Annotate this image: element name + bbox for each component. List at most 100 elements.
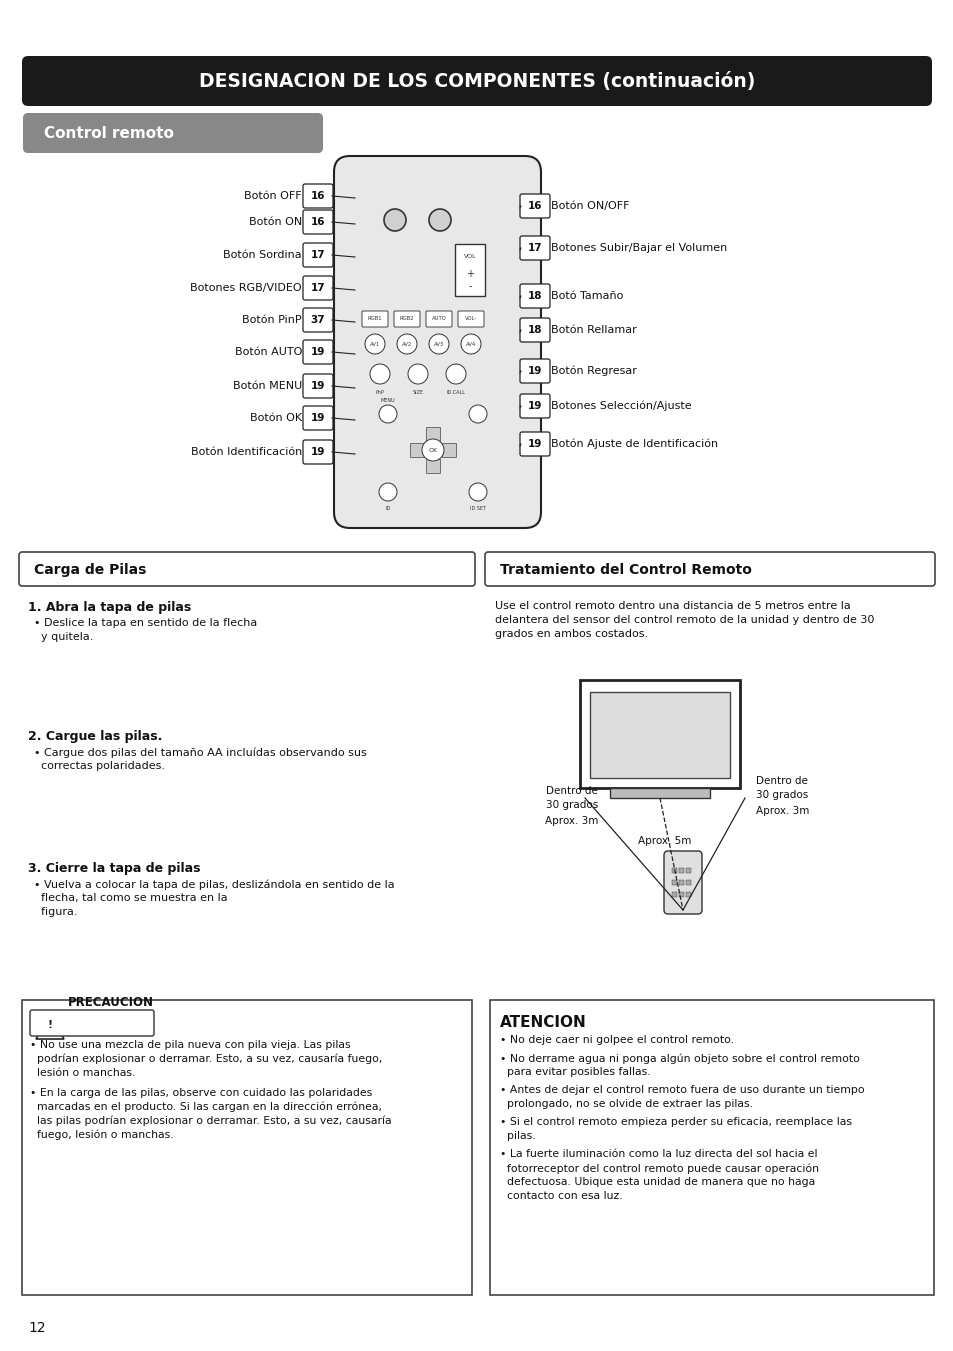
Text: las pilas podrían explosionar o derramar. Esto, a su vez, causaría: las pilas podrían explosionar o derramar… bbox=[30, 1116, 392, 1127]
FancyBboxPatch shape bbox=[303, 209, 333, 234]
Text: AUTO: AUTO bbox=[431, 316, 446, 322]
Circle shape bbox=[365, 334, 385, 354]
FancyBboxPatch shape bbox=[22, 55, 931, 105]
Text: 19: 19 bbox=[527, 401, 541, 411]
Bar bbox=[671, 867, 677, 873]
Text: Botón OFF: Botón OFF bbox=[244, 190, 302, 201]
Bar bbox=[410, 443, 423, 457]
Text: • Vuelva a colocar la tapa de pilas, deslizándola en sentido de la: • Vuelva a colocar la tapa de pilas, des… bbox=[34, 880, 395, 889]
Text: 17: 17 bbox=[311, 282, 325, 293]
Text: 19: 19 bbox=[527, 439, 541, 449]
FancyBboxPatch shape bbox=[484, 553, 934, 586]
Text: Botón Rellamar: Botón Rellamar bbox=[551, 326, 636, 335]
FancyBboxPatch shape bbox=[303, 440, 333, 463]
Text: DESIGNACION DE LOS COMPONENTES (continuación): DESIGNACION DE LOS COMPONENTES (continua… bbox=[198, 72, 755, 91]
Text: 30 grados: 30 grados bbox=[545, 800, 598, 811]
Text: Use el control remoto dentro una distancia de 5 metros entre la: Use el control remoto dentro una distanc… bbox=[495, 601, 850, 611]
FancyBboxPatch shape bbox=[303, 374, 333, 399]
Text: Carga de Pilas: Carga de Pilas bbox=[34, 563, 146, 577]
Text: Dentro de: Dentro de bbox=[755, 775, 807, 786]
Circle shape bbox=[378, 405, 396, 423]
Text: delantera del sensor del control remoto de la unidad y dentro de 30: delantera del sensor del control remoto … bbox=[495, 615, 874, 626]
Text: • La fuerte iluminación como la luz directa del sol hacia el: • La fuerte iluminación como la luz dire… bbox=[499, 1148, 817, 1159]
Circle shape bbox=[421, 439, 443, 461]
Text: 19: 19 bbox=[311, 381, 325, 390]
FancyBboxPatch shape bbox=[334, 155, 540, 528]
Text: flecha, tal como se muestra en la: flecha, tal como se muestra en la bbox=[34, 893, 228, 902]
Bar bbox=[441, 443, 456, 457]
Text: OK: OK bbox=[428, 447, 437, 453]
Text: 12: 12 bbox=[28, 1321, 46, 1335]
FancyBboxPatch shape bbox=[519, 195, 550, 218]
Text: Botón ON/OFF: Botón ON/OFF bbox=[551, 201, 629, 211]
Text: 3. Cierre la tapa de pilas: 3. Cierre la tapa de pilas bbox=[28, 862, 200, 875]
Bar bbox=[685, 867, 690, 873]
Circle shape bbox=[446, 363, 465, 384]
Text: podrían explosionar o derramar. Esto, a su vez, causaría fuego,: podrían explosionar o derramar. Esto, a … bbox=[30, 1054, 382, 1065]
Text: 1. Abra la tapa de pilas: 1. Abra la tapa de pilas bbox=[28, 601, 191, 613]
Text: Botones Selección/Ajuste: Botones Selección/Ajuste bbox=[551, 401, 691, 411]
Text: RGB2: RGB2 bbox=[399, 316, 414, 322]
Circle shape bbox=[469, 405, 486, 423]
Circle shape bbox=[370, 363, 390, 384]
FancyBboxPatch shape bbox=[519, 236, 550, 259]
Text: Botón Identificación: Botón Identificación bbox=[191, 447, 302, 457]
Bar bbox=[679, 867, 683, 873]
FancyBboxPatch shape bbox=[519, 394, 550, 417]
Text: fuego, lesión o manchas.: fuego, lesión o manchas. bbox=[30, 1129, 173, 1140]
Text: -: - bbox=[468, 281, 471, 290]
Text: Control remoto: Control remoto bbox=[44, 126, 173, 141]
FancyBboxPatch shape bbox=[30, 1011, 153, 1036]
Text: Tratamiento del Control Remoto: Tratamiento del Control Remoto bbox=[499, 563, 751, 577]
Text: • Deslice la tapa en sentido de la flecha: • Deslice la tapa en sentido de la flech… bbox=[34, 617, 257, 628]
Text: 30 grados: 30 grados bbox=[755, 790, 807, 800]
Bar bbox=[579, 680, 740, 788]
Text: prolongado, no se olvide de extraer las pilas.: prolongado, no se olvide de extraer las … bbox=[499, 1098, 752, 1109]
Text: ID.CALL: ID.CALL bbox=[446, 389, 465, 394]
Bar bbox=[589, 692, 729, 778]
Circle shape bbox=[408, 363, 428, 384]
Text: 18: 18 bbox=[527, 326, 541, 335]
Text: AV1: AV1 bbox=[370, 342, 379, 346]
Bar bbox=[455, 245, 484, 296]
Text: 19: 19 bbox=[311, 413, 325, 423]
Text: Botones Subir/Bajar el Volumen: Botones Subir/Bajar el Volumen bbox=[551, 243, 726, 253]
Bar bbox=[490, 1000, 933, 1296]
Bar bbox=[671, 880, 677, 885]
Text: VOL: VOL bbox=[463, 254, 476, 258]
Text: PnP: PnP bbox=[375, 389, 384, 394]
Text: MENU: MENU bbox=[380, 397, 395, 403]
Bar bbox=[679, 892, 683, 897]
FancyBboxPatch shape bbox=[303, 308, 333, 332]
Text: SIZE: SIZE bbox=[412, 389, 423, 394]
Text: lesión o manchas.: lesión o manchas. bbox=[30, 1069, 135, 1078]
Text: defectuosa. Ubique esta unidad de manera que no haga: defectuosa. Ubique esta unidad de manera… bbox=[499, 1177, 815, 1188]
Text: 37: 37 bbox=[311, 315, 325, 326]
Bar bbox=[609, 788, 709, 798]
Text: Botón Sordina: Botón Sordina bbox=[223, 250, 302, 259]
Text: AV4: AV4 bbox=[465, 342, 476, 346]
Circle shape bbox=[429, 334, 449, 354]
Text: Botón PinP: Botón PinP bbox=[242, 315, 302, 326]
Text: • No deje caer ni golpee el control remoto.: • No deje caer ni golpee el control remo… bbox=[499, 1035, 733, 1046]
Text: 2. Cargue las pilas.: 2. Cargue las pilas. bbox=[28, 730, 162, 743]
FancyBboxPatch shape bbox=[303, 243, 333, 267]
Text: • No derrame agua ni ponga algún objeto sobre el control remoto: • No derrame agua ni ponga algún objeto … bbox=[499, 1052, 859, 1063]
Text: AV3: AV3 bbox=[434, 342, 443, 346]
Bar bbox=[426, 427, 439, 440]
Text: fotorreceptor del control remoto puede causar operación: fotorreceptor del control remoto puede c… bbox=[499, 1163, 818, 1174]
Text: Botó Tamaño: Botó Tamaño bbox=[551, 290, 622, 301]
Text: +: + bbox=[465, 269, 474, 280]
Text: RGB1: RGB1 bbox=[367, 316, 382, 322]
Circle shape bbox=[396, 334, 416, 354]
Text: • No use una mezcla de pila nueva con pila vieja. Las pilas: • No use una mezcla de pila nueva con pi… bbox=[30, 1040, 351, 1050]
Text: PRECAUCION: PRECAUCION bbox=[68, 997, 153, 1009]
Text: ID SET: ID SET bbox=[470, 505, 485, 511]
Bar bbox=[685, 892, 690, 897]
Text: 19: 19 bbox=[527, 366, 541, 376]
Text: Botón AUTO: Botón AUTO bbox=[234, 347, 302, 357]
FancyBboxPatch shape bbox=[303, 276, 333, 300]
Bar bbox=[685, 880, 690, 885]
FancyBboxPatch shape bbox=[394, 311, 419, 327]
Text: Botón MENU: Botón MENU bbox=[233, 381, 302, 390]
